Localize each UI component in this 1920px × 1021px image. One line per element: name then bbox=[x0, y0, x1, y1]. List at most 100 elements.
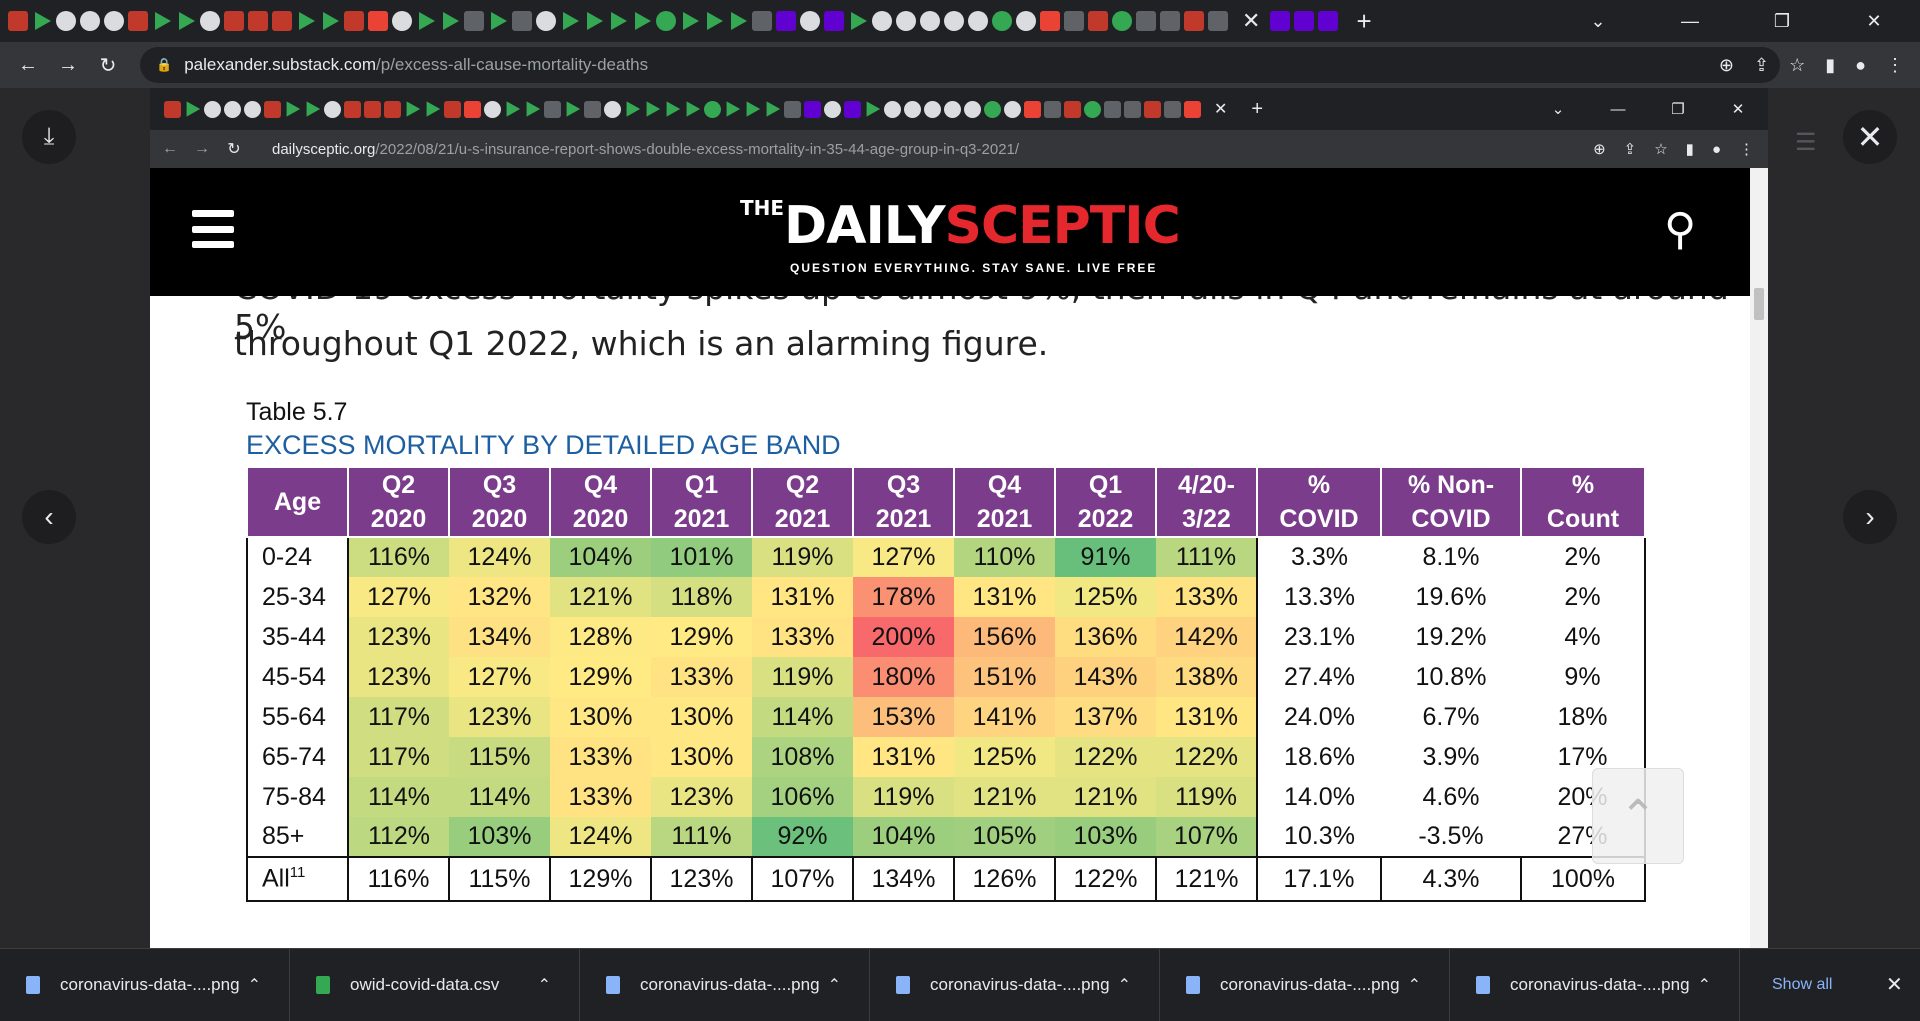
tab-favicon[interactable] bbox=[1040, 11, 1060, 31]
tab-favicon[interactable] bbox=[155, 12, 171, 30]
chevron-up-icon[interactable]: ⌃ bbox=[1407, 976, 1421, 994]
show-all-downloads[interactable]: Show all bbox=[1772, 976, 1833, 993]
new-tab-button[interactable]: + bbox=[1356, 5, 1372, 36]
tab-favicon[interactable] bbox=[683, 12, 699, 30]
tab-favicon[interactable] bbox=[323, 12, 339, 30]
tab-favicon[interactable] bbox=[104, 11, 124, 31]
tab-favicon[interactable] bbox=[224, 11, 244, 31]
menu-icon[interactable]: ⋮ bbox=[1886, 54, 1904, 75]
previous-image-button[interactable]: ‹ bbox=[22, 490, 76, 544]
table-row: 75-84 114% 114% 133% 123% 106% 119% 121% 121% 119… bbox=[247, 777, 1645, 817]
tab-favicon[interactable] bbox=[299, 12, 315, 30]
tab-favicon[interactable] bbox=[896, 11, 916, 31]
tab-favicon[interactable] bbox=[272, 11, 292, 31]
tab-favicon[interactable] bbox=[1270, 11, 1291, 31]
tab-favicon[interactable] bbox=[200, 11, 220, 31]
tab-favicon[interactable] bbox=[611, 12, 627, 30]
close-viewer-button[interactable]: ✕ bbox=[1843, 110, 1897, 164]
tab-favicon[interactable] bbox=[800, 11, 820, 31]
close-tab-icon[interactable]: ✕ bbox=[1242, 8, 1261, 33]
value-cell: 10.8% bbox=[1415, 662, 1487, 691]
tab-favicon[interactable] bbox=[656, 11, 676, 31]
tab-favicon[interactable] bbox=[128, 11, 148, 31]
tab-search-icon[interactable]: ⌄ bbox=[1590, 10, 1606, 31]
tab-favicon[interactable] bbox=[1136, 11, 1156, 31]
forward-icon[interactable]: → bbox=[58, 53, 78, 76]
tab-favicon[interactable] bbox=[368, 11, 388, 31]
tab-favicon[interactable] bbox=[635, 12, 651, 30]
close-window-button[interactable]: ✕ bbox=[1866, 10, 1882, 31]
inner-reload-icon: ↻ bbox=[227, 141, 241, 158]
tab-favicon[interactable] bbox=[344, 11, 364, 31]
value-cell: 129% bbox=[651, 617, 752, 657]
tab-favicon[interactable] bbox=[1064, 11, 1084, 31]
chevron-up-icon[interactable]: ⌃ bbox=[247, 976, 261, 994]
chevron-up-icon[interactable]: ⌃ bbox=[827, 976, 841, 994]
tab-favicon[interactable] bbox=[944, 11, 964, 31]
zoom-icon[interactable]: ⊕ bbox=[1718, 54, 1734, 75]
value-cell: 124% bbox=[449, 537, 550, 577]
tab-favicon[interactable] bbox=[752, 11, 772, 31]
tab-favicon[interactable] bbox=[1112, 11, 1132, 31]
tab-favicon[interactable] bbox=[8, 11, 28, 31]
tab-favicon[interactable] bbox=[1294, 11, 1315, 31]
download-item[interactable]: coronavirus-data-....png ⌃ bbox=[1450, 948, 1740, 1021]
tab-favicon[interactable] bbox=[731, 12, 747, 30]
download-icon[interactable]: ⤓ bbox=[22, 110, 76, 164]
tab-favicon[interactable] bbox=[1160, 11, 1180, 31]
tab-favicon[interactable] bbox=[851, 12, 867, 30]
download-item[interactable]: coronavirus-data-....png ⌃ bbox=[0, 948, 290, 1021]
image-viewer-overlay: ⤓ ‹ › ✕ ☰ ✕ + ⌄ — ❐ ✕ ← → ↻ dailysceptic… bbox=[0, 88, 1920, 948]
tab-favicon[interactable] bbox=[563, 12, 579, 30]
tab-favicon[interactable] bbox=[824, 11, 844, 31]
tab-favicon[interactable] bbox=[491, 12, 507, 30]
bookmark-star-icon[interactable]: ☆ bbox=[1789, 54, 1806, 75]
tab-favicon[interactable] bbox=[536, 11, 556, 31]
tab-favicon[interactable] bbox=[776, 11, 796, 31]
tab-favicon[interactable] bbox=[872, 11, 892, 31]
minimize-button[interactable]: — bbox=[1681, 10, 1699, 31]
profile-icon[interactable]: ● bbox=[1855, 54, 1866, 75]
share-icon[interactable]: ⇪ bbox=[1753, 54, 1770, 75]
chevron-up-icon[interactable]: ⌃ bbox=[1697, 976, 1711, 994]
tab-favicon[interactable] bbox=[587, 12, 603, 30]
tab-favicon[interactable] bbox=[512, 11, 532, 31]
tab-favicon[interactable] bbox=[968, 11, 988, 31]
outer-toolbar-actions: ⊕ ⇪ ☆ ▮ ● ⋮ bbox=[1719, 42, 1904, 88]
download-item[interactable]: coronavirus-data-....png ⌃ bbox=[870, 948, 1160, 1021]
reload-icon[interactable]: ↻ bbox=[99, 54, 117, 77]
tab-favicon[interactable] bbox=[443, 12, 459, 30]
download-item[interactable]: coronavirus-data-....png ⌃ bbox=[580, 948, 870, 1021]
tab-favicon bbox=[264, 100, 281, 118]
tab-favicon[interactable] bbox=[248, 11, 268, 31]
tab-favicon[interactable] bbox=[80, 11, 100, 31]
tab-favicon[interactable] bbox=[1318, 11, 1339, 31]
tab-favicon[interactable] bbox=[392, 11, 412, 31]
tab-favicon[interactable] bbox=[419, 12, 435, 30]
chevron-up-icon[interactable]: ⌃ bbox=[537, 976, 551, 994]
chevron-up-icon[interactable]: ⌃ bbox=[1117, 976, 1131, 994]
tab-favicon[interactable] bbox=[1088, 11, 1108, 31]
tab-favicon[interactable] bbox=[179, 12, 195, 30]
lock-icon[interactable]: 🔒 bbox=[156, 57, 173, 72]
table-row: 85+ 112% 103% 124% 111% 92% 104% 105% 103% 107% 10… bbox=[247, 817, 1645, 857]
tab-favicon[interactable] bbox=[464, 11, 484, 31]
back-icon[interactable]: ← bbox=[18, 53, 38, 76]
close-downloads-icon[interactable]: ✕ bbox=[1886, 974, 1903, 996]
outer-address-bar[interactable]: 🔒 palexander.substack.com/p/excess-all-c… bbox=[140, 47, 1780, 83]
tab-favicon[interactable] bbox=[1208, 11, 1228, 31]
restore-button[interactable]: ❐ bbox=[1773, 10, 1791, 31]
tab-favicon[interactable] bbox=[992, 11, 1012, 31]
tab-favicon[interactable] bbox=[35, 12, 51, 30]
value-cell: 112% bbox=[348, 817, 449, 857]
tab-favicon[interactable] bbox=[1184, 11, 1204, 31]
side-panel-icon[interactable]: ▮ bbox=[1825, 54, 1836, 75]
tab-favicon[interactable] bbox=[707, 12, 723, 30]
download-item[interactable]: owid-covid-data.csv ⌃ bbox=[290, 948, 580, 1021]
download-item[interactable]: coronavirus-data-....png ⌃ bbox=[1160, 948, 1450, 1021]
tab-favicon[interactable] bbox=[1016, 11, 1036, 31]
next-image-button[interactable]: › bbox=[1843, 490, 1897, 544]
tab-favicons[interactable] bbox=[8, 11, 1232, 31]
tab-favicon[interactable] bbox=[920, 11, 940, 31]
tab-favicon[interactable] bbox=[56, 11, 76, 31]
